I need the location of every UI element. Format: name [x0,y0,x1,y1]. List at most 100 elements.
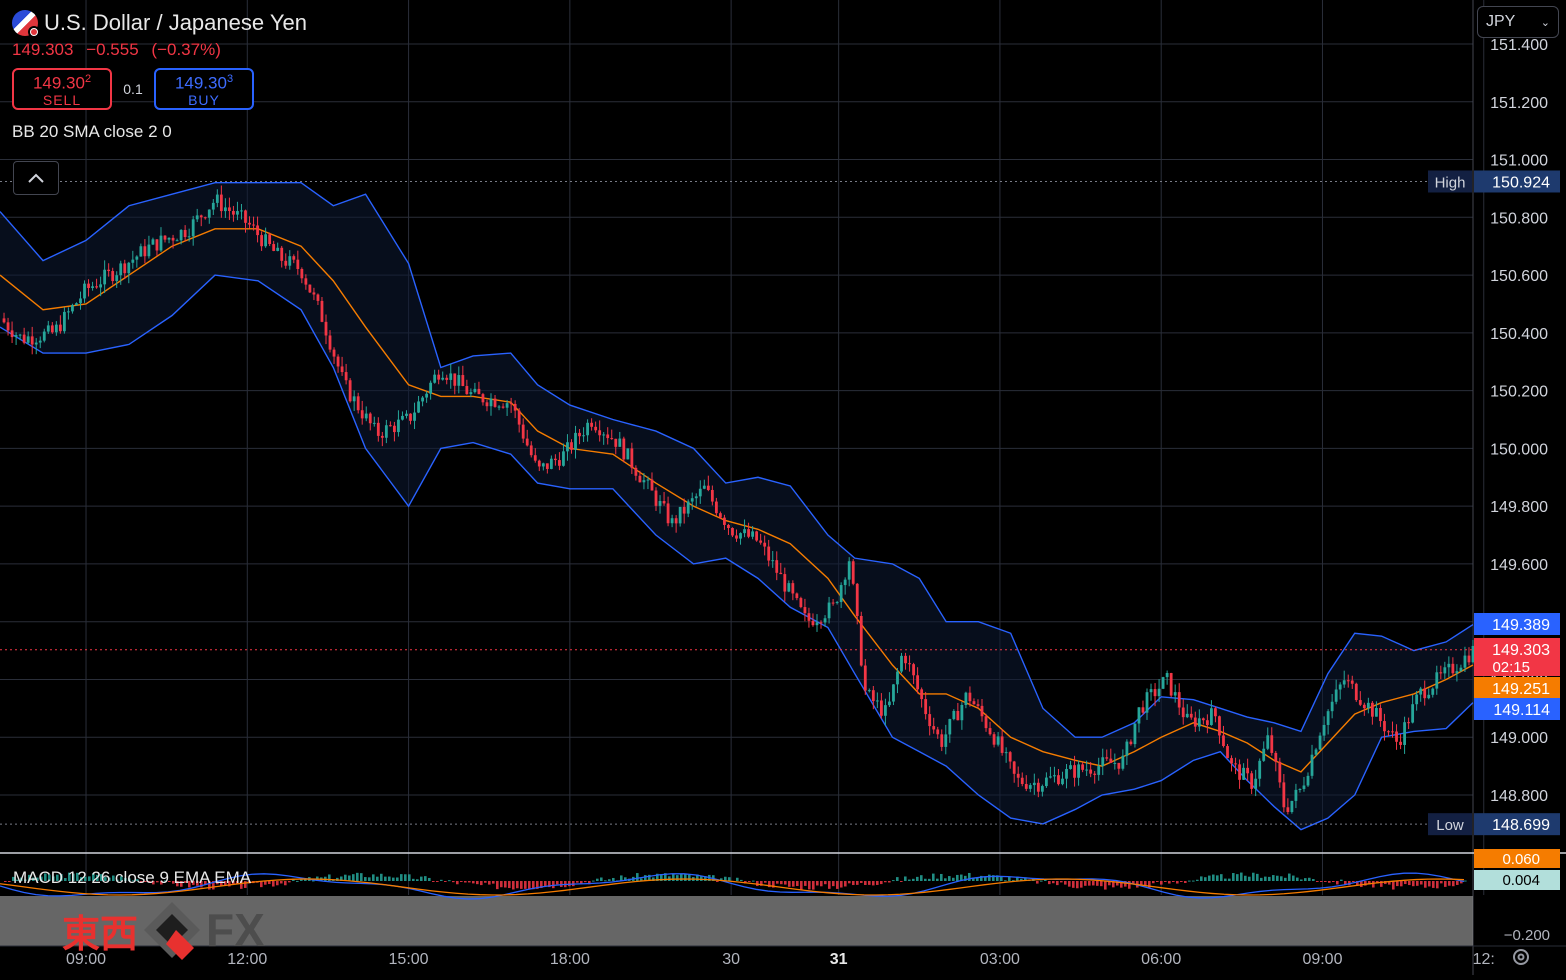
lot-size[interactable]: 0.1 [123,81,143,97]
candle-body [747,529,750,537]
candle-body [296,259,300,270]
macd-bar [1428,881,1431,887]
macd-bar [1224,878,1227,881]
watermark-logo-icon [144,902,201,960]
macd-bar [32,877,35,881]
symbol-title[interactable]: U.S. Dollar / Japanese Yen [44,10,307,35]
macd-bar [356,872,359,881]
collapse-legend-button[interactable] [13,161,59,195]
candle-body [743,529,746,534]
candle-body [1423,688,1427,699]
candle-body [1395,731,1398,742]
macd-bar [852,881,855,886]
candle-body [710,489,714,502]
macd-indicator-label[interactable]: MACD 12 26 close 9 EMA EMA [13,868,252,887]
candle-body [1141,707,1145,713]
candle-body [276,247,280,251]
candle-body [1193,717,1197,727]
candle-body [280,247,284,261]
candle-body [795,593,799,599]
bb-indicator-label[interactable]: BB 20 SMA close 2 0 [12,122,172,141]
bollinger-fill [0,182,1473,830]
candle-body [912,664,915,676]
candle-body [1137,707,1141,724]
y-tick-label: 150.600 [1490,268,1548,285]
macd-bar [752,880,755,882]
macd-bar [1360,881,1363,888]
macd-bar [1300,879,1303,881]
macd-bar [524,881,527,889]
candle-body [1065,768,1068,779]
macd-bar [384,876,387,881]
macd-bar [312,880,315,882]
candle-body [602,434,606,436]
price-change: −0.555 [86,40,139,59]
candle-body [489,398,493,407]
candle-body [1153,689,1157,697]
sell-button[interactable]: 149.302 SELL [12,68,112,110]
macd-bar [392,877,395,881]
macd-bar [904,876,907,881]
macd-bar [1328,881,1331,883]
buy-button[interactable]: 149.303 BUY [154,68,254,110]
y-tick-label: 149.600 [1490,557,1548,574]
x-tick-label: 12:00 [227,951,267,968]
candle-body [1302,785,1306,789]
macd-bar [720,878,723,881]
macd-bar [700,875,703,881]
macd-bar [1260,877,1263,881]
macd-bar [296,880,299,882]
candle-body [1012,761,1016,774]
candle-body [670,518,674,524]
candle-body [71,305,74,312]
candle-body [1214,708,1217,717]
price-tag-bg [1474,613,1560,635]
candle-body [1391,731,1394,733]
candle-body [1451,663,1455,674]
candle-body [1471,645,1475,663]
candle-body [859,615,863,666]
macd-bar [1040,880,1043,882]
chevron-up-icon [28,173,44,183]
currency-select[interactable]: JPY ⌄ [1477,6,1559,38]
candle-body [562,451,565,466]
macd-bar [892,880,895,882]
macd-bar [1280,876,1283,881]
macd-bar [592,880,595,882]
candle-body [867,690,871,692]
macd-bar [124,878,127,881]
candle-body [1061,778,1064,785]
candle-body [425,393,429,398]
macd-bar [1368,881,1371,885]
macd-bar [1184,881,1187,884]
macd-bar [780,881,783,885]
high-value: 150.924 [1492,174,1550,191]
macd-bar [888,881,891,883]
macd-bar [24,879,27,881]
candle-body [980,705,984,717]
candle-body [1226,746,1229,759]
candle-body [1250,773,1254,789]
candle-body [960,704,964,721]
candle-body [393,425,396,433]
candle-body [38,340,42,343]
macd-bar [1100,881,1103,887]
candle-body [1262,748,1266,761]
macd-bar [1060,881,1063,883]
macd-bar [516,881,519,889]
macd-bar [456,881,459,885]
macd-bar [728,877,731,881]
gear-icon[interactable] [1509,945,1533,969]
candle-body [320,300,324,322]
candle-body [1270,735,1274,753]
candle-body [735,535,738,539]
macd-bar [924,878,927,881]
macd-bar [1424,881,1427,888]
candle-body [1431,688,1435,695]
candle-body [308,284,312,293]
macd-bar [1140,881,1143,885]
macd-bar [540,881,543,889]
candle-body [896,671,899,685]
